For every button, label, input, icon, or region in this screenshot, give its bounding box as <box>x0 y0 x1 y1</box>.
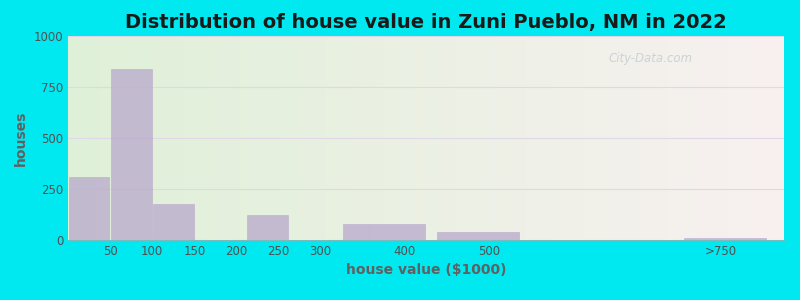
Bar <box>153 204 194 240</box>
Bar <box>438 232 519 240</box>
Bar <box>110 69 152 240</box>
Title: Distribution of house value in Zuni Pueblo, NM in 2022: Distribution of house value in Zuni Pueb… <box>125 13 727 32</box>
X-axis label: house value ($1000): house value ($1000) <box>346 263 506 278</box>
Bar <box>69 177 110 240</box>
Bar <box>684 238 766 240</box>
Bar <box>343 224 425 240</box>
Text: City-Data.com: City-Data.com <box>609 52 693 65</box>
Bar <box>247 214 288 240</box>
Y-axis label: houses: houses <box>14 110 28 166</box>
